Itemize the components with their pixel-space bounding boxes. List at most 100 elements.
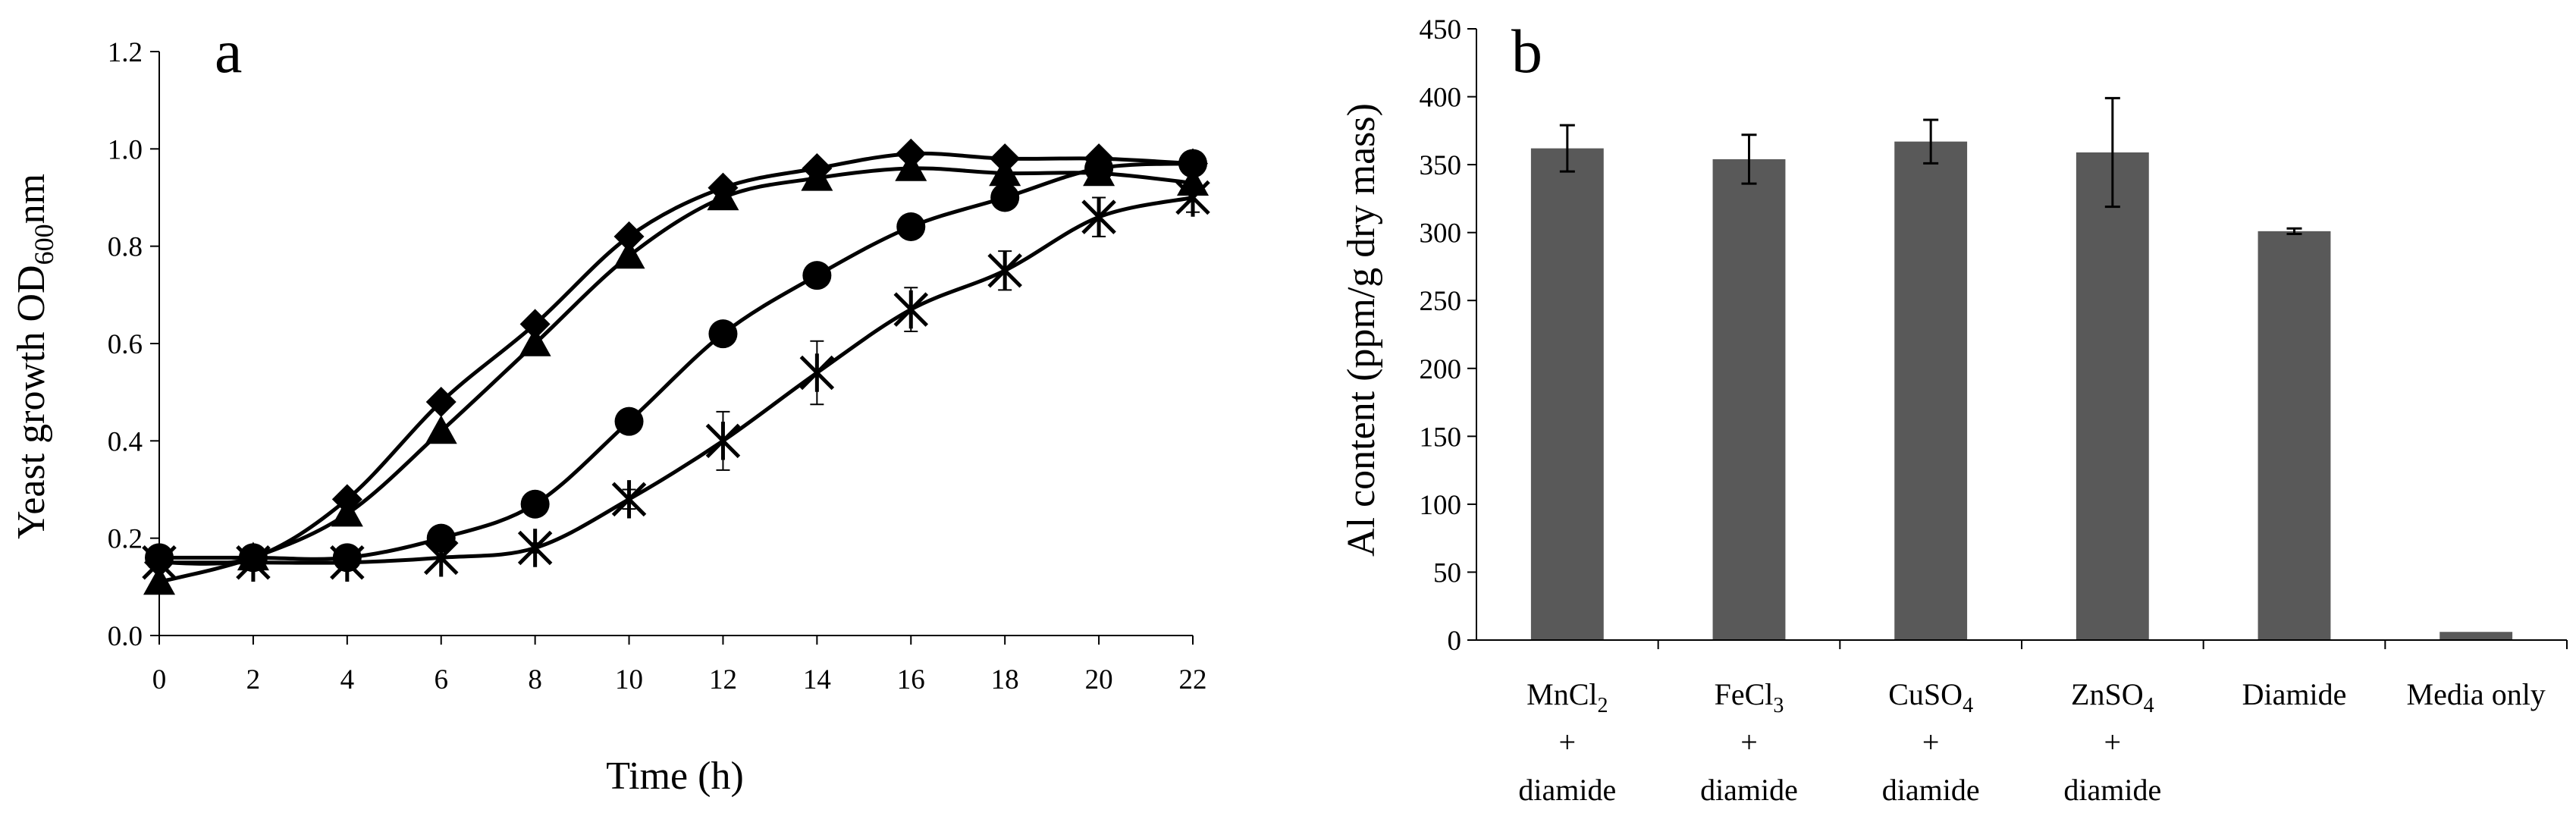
category-label-text: diamide	[1700, 773, 1798, 807]
x-tick-label: 4	[340, 664, 355, 695]
category-label-subscript: 3	[1773, 694, 1784, 717]
marker-triangle	[801, 162, 833, 191]
growth-line-chart: a Yeast growth OD600nm Time (h) 0.00.20.…	[10, 17, 1210, 798]
marker-star	[517, 529, 553, 567]
category-label-text: diamide	[1518, 773, 1616, 807]
panel-b-y-axis-label: Al content (ppm/g dry mass)	[1340, 103, 1383, 557]
marker-star	[236, 543, 271, 582]
y-tick-label: 0.6	[108, 329, 143, 360]
category-label: +	[1740, 725, 1758, 759]
marker-diamond	[425, 387, 457, 417]
bar	[1712, 158, 1786, 641]
marker-star	[893, 290, 929, 329]
category-label-subscript: 4	[1963, 694, 1973, 717]
y-tick-label: 450	[1420, 14, 1462, 46]
bar	[2076, 152, 2149, 641]
marker-triangle	[425, 415, 457, 444]
x-tick-label: 6	[434, 664, 448, 695]
bar	[2258, 231, 2331, 640]
category-label-text: ZnSO	[2071, 677, 2144, 711]
marker-circle	[1084, 154, 1114, 183]
marker-star	[330, 543, 365, 582]
panel-a-y-label-suffix: nm	[10, 174, 53, 224]
category-label: +	[1922, 725, 1940, 759]
y-tick-label: 200	[1420, 354, 1462, 385]
bar	[2440, 632, 2513, 640]
category-label: +	[1559, 725, 1577, 759]
category-label-text: CuSO	[1888, 677, 1963, 711]
category-label-subscript: 4	[2144, 694, 2154, 717]
panel-a-series-lines	[158, 151, 1194, 584]
panel-a-markers	[142, 138, 1210, 595]
y-tick-label: 100	[1420, 490, 1462, 521]
marker-star	[611, 480, 647, 519]
marker-star	[799, 353, 835, 392]
category-label-text: +	[2104, 725, 2122, 759]
category-label-text: Diamide	[2242, 677, 2347, 711]
marker-diamond	[519, 309, 551, 340]
marker-triangle	[331, 497, 363, 527]
marker-star	[705, 422, 741, 460]
marker-circle	[426, 523, 456, 553]
marker-circle	[802, 261, 832, 290]
marker-triangle	[895, 152, 927, 181]
panel-b-axes	[1476, 29, 2568, 649]
category-label-text: +	[1922, 725, 1940, 759]
marker-star	[987, 251, 1022, 290]
x-tick-label: 2	[246, 664, 261, 695]
x-tick-label: 0	[152, 664, 167, 695]
x-tick-label: 14	[803, 664, 831, 695]
y-tick-label: 0.0	[108, 621, 143, 652]
y-tick-label: 0.8	[108, 232, 143, 263]
marker-circle	[520, 489, 550, 519]
panel-b-category-labels: MnCl2+diamideFeCl3+diamideCuSO4+diamideZ…	[1518, 677, 2545, 807]
x-tick-label: 10	[615, 664, 643, 695]
category-label: Diamide	[2242, 677, 2347, 711]
category-label-text: +	[1740, 725, 1758, 759]
category-label: +	[2104, 725, 2122, 759]
x-tick-label: 12	[709, 664, 737, 695]
y-tick-label: 0.4	[108, 426, 143, 457]
y-tick-label: 300	[1420, 218, 1462, 250]
y-tick-label: 0	[1448, 626, 1462, 657]
category-label: ZnSO4	[2071, 677, 2154, 717]
marker-diamond	[613, 221, 645, 252]
marker-circle	[1178, 149, 1207, 178]
category-label-subscript: 2	[1598, 694, 1608, 717]
x-tick-label: 8	[528, 664, 542, 695]
panel-a-x-axis-label: Time (h)	[606, 755, 744, 798]
series-line-diamond	[158, 151, 1194, 566]
marker-star	[423, 538, 459, 577]
category-label: CuSO4	[1888, 677, 1973, 717]
category-label-text: diamide	[2063, 773, 2161, 807]
panel-a-x-ticks: 0 2 4 6 8 10 12 14 16 18 20 22	[152, 636, 1207, 695]
y-tick-label: 1.2	[108, 37, 143, 68]
panel-a-axes	[158, 52, 1193, 636]
marker-circle	[896, 212, 926, 241]
category-label-text: FeCl	[1715, 677, 1774, 711]
marker-triangle	[613, 240, 645, 269]
category-label: diamide	[1700, 773, 1798, 807]
x-tick-label: 22	[1179, 664, 1207, 695]
panel-b-label: b	[1511, 17, 1542, 86]
y-tick-label: 50	[1433, 557, 1461, 588]
panel-a-y-ticks: 0.0 0.2 0.4 0.6 0.8 1.0 1.2	[108, 37, 159, 652]
y-tick-label: 150	[1420, 422, 1462, 453]
marker-star	[1081, 197, 1116, 237]
category-label: MnCl2	[1526, 677, 1608, 717]
marker-circle	[990, 183, 1020, 212]
marker-triangle	[989, 157, 1021, 187]
marker-star	[142, 543, 177, 582]
y-tick-label: 250	[1420, 286, 1462, 317]
category-label: Media only	[2407, 677, 2546, 711]
bar	[1530, 148, 1604, 640]
category-label: FeCl3	[1715, 677, 1784, 717]
panel-a-y-axis-label: Yeast growth OD600nm	[10, 174, 59, 539]
category-label-text: diamide	[1882, 773, 1980, 807]
marker-circle	[614, 406, 644, 436]
y-tick-label: 350	[1420, 150, 1462, 181]
panel-b-bars	[1530, 141, 2513, 641]
panel-a-label: a	[215, 17, 242, 86]
y-tick-label: 1.0	[108, 134, 143, 165]
